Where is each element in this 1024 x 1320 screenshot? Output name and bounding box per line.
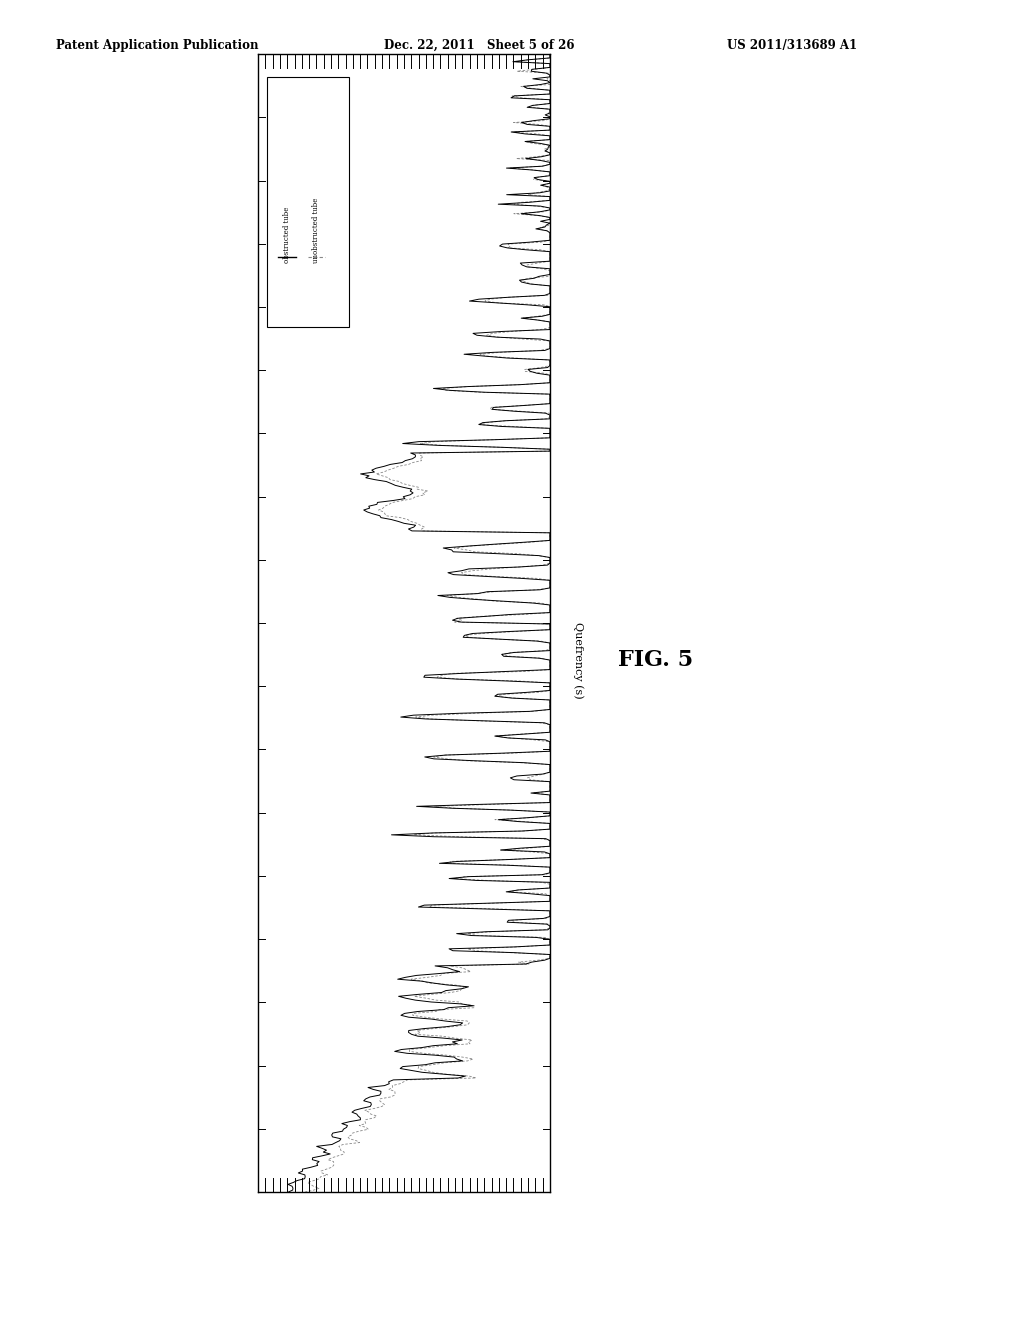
Text: Patent Application Publication: Patent Application Publication — [56, 38, 259, 51]
Text: obstructed tube: obstructed tube — [284, 206, 291, 263]
Text: unobstructed tube: unobstructed tube — [312, 198, 321, 263]
Text: Dec. 22, 2011   Sheet 5 of 26: Dec. 22, 2011 Sheet 5 of 26 — [384, 38, 574, 51]
Text: FIG. 5: FIG. 5 — [617, 649, 693, 671]
Bar — [267, 77, 348, 327]
Text: Quefrency (s): Quefrency (s) — [573, 622, 584, 698]
Text: US 2011/313689 A1: US 2011/313689 A1 — [727, 38, 857, 51]
